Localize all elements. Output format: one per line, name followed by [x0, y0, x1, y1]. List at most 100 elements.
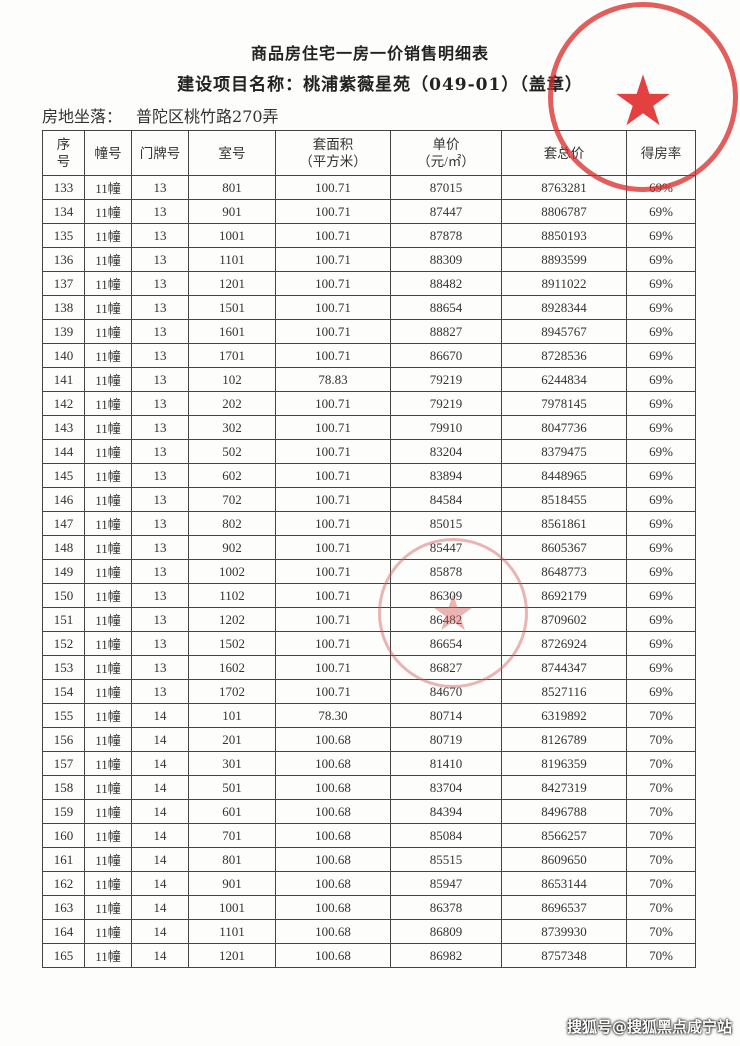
- cell-unit-price: 83894: [390, 463, 502, 488]
- cell-unit-price: 86827: [390, 655, 502, 680]
- cell-door-no: 13: [131, 367, 189, 392]
- table-row: 147 11幢 13 802 100.71 85015 8561861 69%: [42, 511, 696, 536]
- cell-door-no: 13: [131, 223, 189, 248]
- cell-door-no: 14: [131, 799, 189, 824]
- cell-door-no: 14: [131, 847, 189, 872]
- cell-area: 100.71: [275, 319, 391, 344]
- cell-efficiency-rate: 69%: [626, 343, 696, 368]
- table-row: 149 11幢 13 1002 100.71 85878 8648773 69%: [42, 559, 696, 584]
- cell-serial: 158: [42, 775, 85, 800]
- cell-room-no: 1101: [188, 919, 276, 944]
- cell-room-no: 1201: [188, 943, 276, 968]
- cell-area: 100.71: [275, 559, 391, 584]
- cell-serial: 147: [42, 511, 85, 536]
- cell-building: 11幢: [84, 487, 132, 512]
- cell-room-no: 801: [188, 847, 276, 872]
- cell-unit-price: 79219: [390, 367, 502, 392]
- cell-area: 100.71: [275, 583, 391, 608]
- cell-serial: 151: [42, 607, 85, 632]
- cell-total-price: 8726924: [501, 631, 627, 656]
- table-row: 138 11幢 13 1501 100.71 88654 8928344 69%: [42, 295, 696, 320]
- cell-building: 11幢: [84, 343, 132, 368]
- cell-building: 11幢: [84, 463, 132, 488]
- cell-serial: 138: [42, 295, 85, 320]
- sales-detail-table: 序 号幢号 门牌号 室号 套面积 （平方米） 单价 （元/㎡） 套总价 得房率 133 11幢…: [42, 130, 696, 968]
- header-room-no: 室号: [188, 130, 276, 176]
- cell-door-no: 13: [131, 607, 189, 632]
- cell-door-no: 14: [131, 703, 189, 728]
- cell-total-price: 8518455: [501, 487, 627, 512]
- table-row: 153 11幢 13 1602 100.71 86827 8744347 69%: [42, 655, 696, 680]
- cell-unit-price: 88827: [390, 319, 502, 344]
- cell-door-no: 13: [131, 415, 189, 440]
- cell-efficiency-rate: 69%: [626, 559, 696, 584]
- cell-efficiency-rate: 70%: [626, 751, 696, 776]
- cell-efficiency-rate: 69%: [626, 463, 696, 488]
- cell-unit-price: 85447: [390, 535, 502, 560]
- cell-total-price: 8653144: [501, 871, 627, 896]
- cell-total-price: 8744347: [501, 655, 627, 680]
- cell-unit-price: 85878: [390, 559, 502, 584]
- cell-building: 11幢: [84, 799, 132, 824]
- table-row: 157 11幢 14 301 100.68 81410 8196359 70%: [42, 751, 696, 776]
- cell-room-no: 1701: [188, 343, 276, 368]
- table-row: 150 11幢 13 1102 100.71 86309 8692179 69%: [42, 583, 696, 608]
- cell-room-no: 202: [188, 391, 276, 416]
- table-row: 164 11幢 14 1101 100.68 86809 8739930 70%: [42, 919, 696, 944]
- cell-efficiency-rate: 70%: [626, 871, 696, 896]
- cell-room-no: 1202: [188, 607, 276, 632]
- cell-room-no: 1601: [188, 319, 276, 344]
- cell-total-price: 8893599: [501, 247, 627, 272]
- cell-building: 11幢: [84, 775, 132, 800]
- cell-building: 11幢: [84, 751, 132, 776]
- cell-room-no: 802: [188, 511, 276, 536]
- table-row: 133 11幢 13 801 100.71 87015 8763281 69%: [42, 175, 696, 200]
- cell-room-no: 502: [188, 439, 276, 464]
- cell-efficiency-rate: 69%: [626, 439, 696, 464]
- cell-efficiency-rate: 69%: [626, 319, 696, 344]
- cell-door-no: 14: [131, 943, 189, 968]
- cell-room-no: 801: [188, 175, 276, 200]
- cell-serial: 152: [42, 631, 85, 656]
- cell-serial: 160: [42, 823, 85, 848]
- table-row: 163 11幢 14 1001 100.68 86378 8696537 70%: [42, 895, 696, 920]
- cell-efficiency-rate: 69%: [626, 679, 696, 704]
- cell-serial: 141: [42, 367, 85, 392]
- cell-door-no: 13: [131, 559, 189, 584]
- cell-total-price: 8806787: [501, 199, 627, 224]
- property-location: 房地坐落： 普陀区桃竹路270弄: [42, 103, 279, 127]
- cell-efficiency-rate: 70%: [626, 775, 696, 800]
- cell-unit-price: 86309: [390, 583, 502, 608]
- cell-door-no: 14: [131, 895, 189, 920]
- cell-room-no: 101: [188, 703, 276, 728]
- cell-efficiency-rate: 70%: [626, 895, 696, 920]
- cell-building: 11幢: [84, 823, 132, 848]
- cell-unit-price: 86482: [390, 607, 502, 632]
- cell-building: 11幢: [84, 415, 132, 440]
- cell-area: 100.71: [275, 511, 391, 536]
- cell-unit-price: 83204: [390, 439, 502, 464]
- cell-total-price: 8566257: [501, 823, 627, 848]
- table-row: 135 11幢 13 1001 100.71 87878 8850193 69%: [42, 223, 696, 248]
- cell-unit-price: 87447: [390, 199, 502, 224]
- cell-efficiency-rate: 69%: [626, 391, 696, 416]
- cell-unit-price: 79910: [390, 415, 502, 440]
- cell-efficiency-rate: 70%: [626, 727, 696, 752]
- table-row: 145 11幢 13 602 100.71 83894 8448965 69%: [42, 463, 696, 488]
- table-row: 140 11幢 13 1701 100.71 86670 8728536 69%: [42, 343, 696, 368]
- cell-total-price: 8605367: [501, 535, 627, 560]
- table-header-row: 序 号幢号 门牌号 室号 套面积 （平方米） 单价 （元/㎡） 套总价 得房率: [42, 130, 696, 176]
- cell-building: 11幢: [84, 199, 132, 224]
- cell-efficiency-rate: 69%: [626, 415, 696, 440]
- cell-door-no: 13: [131, 343, 189, 368]
- cell-area: 100.71: [275, 631, 391, 656]
- cell-door-no: 14: [131, 751, 189, 776]
- cell-door-no: 13: [131, 535, 189, 560]
- cell-door-no: 13: [131, 295, 189, 320]
- cell-area: 100.71: [275, 655, 391, 680]
- cell-building: 11幢: [84, 679, 132, 704]
- cell-total-price: 8945767: [501, 319, 627, 344]
- cell-area: 100.71: [275, 223, 391, 248]
- cell-unit-price: 80719: [390, 727, 502, 752]
- cell-door-no: 14: [131, 727, 189, 752]
